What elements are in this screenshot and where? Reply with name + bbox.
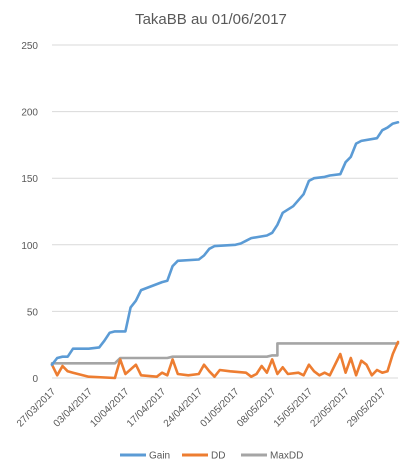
y-tick-label: 200	[21, 108, 38, 119]
y-tick-label: 100	[21, 241, 38, 252]
legend: Gain DD MaxDD	[120, 451, 303, 462]
y-tick-label: 150	[21, 174, 38, 185]
gridlines	[52, 44, 398, 379]
legend-label-gain: Gain	[149, 451, 170, 462]
legend-label-dd: DD	[211, 451, 225, 462]
series-line-dd	[50, 340, 400, 380]
series-line-maxdd	[50, 342, 400, 365]
series-lines	[50, 121, 400, 380]
y-tick-label: 50	[27, 307, 39, 318]
chart-title: TakaBB au 01/06/2017	[135, 11, 287, 28]
series-line-gain	[50, 121, 400, 367]
x-tick-label: 29/05/2017	[345, 386, 388, 429]
y-axis-ticks: 0 50 100 150 200 250	[21, 41, 38, 385]
x-axis-ticks: 27/03/201703/04/201710/04/201717/04/2017…	[15, 386, 389, 429]
y-tick-label: 250	[21, 41, 38, 52]
y-tick-label: 0	[32, 374, 38, 385]
legend-label-maxdd: MaxDD	[270, 451, 303, 462]
